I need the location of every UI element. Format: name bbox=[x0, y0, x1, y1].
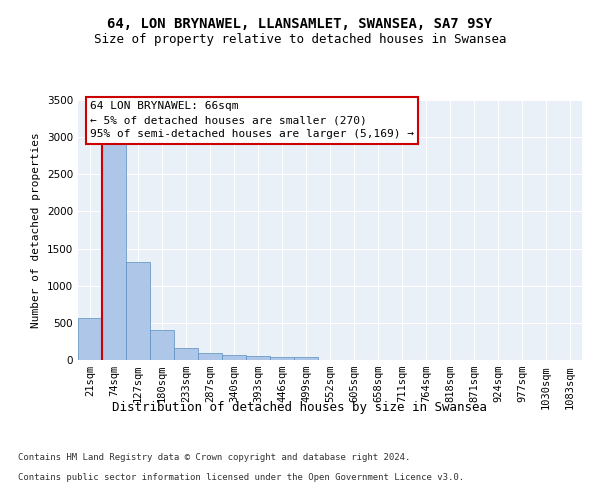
Bar bbox=[126, 262, 150, 360]
Bar bbox=[78, 318, 102, 360]
Bar bbox=[222, 355, 246, 360]
Y-axis label: Number of detached properties: Number of detached properties bbox=[31, 132, 41, 328]
Bar bbox=[174, 348, 198, 360]
Bar bbox=[102, 144, 126, 360]
Text: 64, LON BRYNAWEL, LLANSAMLET, SWANSEA, SA7 9SY: 64, LON BRYNAWEL, LLANSAMLET, SWANSEA, S… bbox=[107, 18, 493, 32]
Text: Contains public sector information licensed under the Open Government Licence v3: Contains public sector information licen… bbox=[18, 473, 464, 482]
Text: Contains HM Land Registry data © Crown copyright and database right 2024.: Contains HM Land Registry data © Crown c… bbox=[18, 453, 410, 462]
Bar bbox=[294, 358, 318, 360]
Bar bbox=[246, 356, 270, 360]
Text: 64 LON BRYNAWEL: 66sqm
← 5% of detached houses are smaller (270)
95% of semi-det: 64 LON BRYNAWEL: 66sqm ← 5% of detached … bbox=[90, 102, 414, 140]
Bar bbox=[150, 330, 174, 360]
Bar bbox=[198, 354, 222, 360]
Text: Distribution of detached houses by size in Swansea: Distribution of detached houses by size … bbox=[113, 401, 487, 414]
Text: Size of property relative to detached houses in Swansea: Size of property relative to detached ho… bbox=[94, 32, 506, 46]
Bar bbox=[270, 356, 294, 360]
